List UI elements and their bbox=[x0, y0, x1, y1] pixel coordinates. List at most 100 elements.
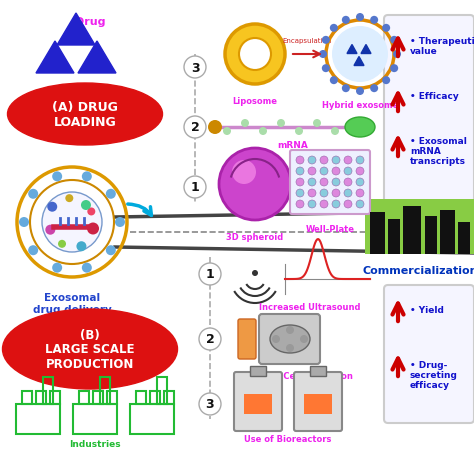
Circle shape bbox=[356, 167, 364, 176]
Polygon shape bbox=[36, 42, 74, 74]
Circle shape bbox=[330, 77, 338, 85]
Circle shape bbox=[356, 201, 364, 208]
Bar bbox=[164, 391, 174, 404]
Text: mRNA: mRNA bbox=[277, 141, 308, 150]
Circle shape bbox=[344, 190, 352, 197]
Circle shape bbox=[19, 217, 29, 228]
Circle shape bbox=[390, 37, 398, 45]
Bar bbox=[136, 391, 146, 404]
Ellipse shape bbox=[270, 325, 310, 353]
Text: Commercialization: Commercialization bbox=[362, 265, 474, 275]
Circle shape bbox=[322, 65, 330, 73]
Bar bbox=[370, 212, 385, 254]
Circle shape bbox=[232, 161, 256, 185]
Circle shape bbox=[28, 189, 38, 199]
Circle shape bbox=[342, 17, 350, 25]
Circle shape bbox=[81, 201, 91, 211]
Circle shape bbox=[199, 328, 221, 350]
Bar bbox=[365, 200, 474, 254]
Circle shape bbox=[106, 189, 116, 199]
Circle shape bbox=[382, 25, 390, 33]
Polygon shape bbox=[354, 57, 364, 66]
Circle shape bbox=[199, 393, 221, 415]
Ellipse shape bbox=[345, 118, 375, 138]
Circle shape bbox=[332, 157, 340, 165]
Circle shape bbox=[184, 57, 206, 79]
Circle shape bbox=[296, 167, 304, 176]
Polygon shape bbox=[78, 42, 116, 74]
Circle shape bbox=[65, 195, 73, 203]
Bar bbox=[403, 207, 421, 254]
Circle shape bbox=[52, 263, 62, 273]
Circle shape bbox=[199, 263, 221, 285]
Circle shape bbox=[277, 120, 285, 128]
Bar bbox=[458, 222, 470, 254]
Text: • Exosomal
mRNA
transcripts: • Exosomal mRNA transcripts bbox=[410, 136, 467, 166]
Text: Ultra-Centrifugation: Ultra-Centrifugation bbox=[256, 371, 354, 380]
Text: Industries: Industries bbox=[69, 439, 121, 448]
Bar bbox=[50, 391, 60, 404]
Bar bbox=[43, 377, 53, 404]
Circle shape bbox=[313, 120, 321, 128]
Circle shape bbox=[332, 190, 340, 197]
Circle shape bbox=[342, 85, 350, 93]
Bar bbox=[388, 219, 400, 254]
Polygon shape bbox=[361, 46, 371, 55]
Circle shape bbox=[30, 181, 114, 264]
Circle shape bbox=[390, 65, 398, 73]
Bar bbox=[16, 404, 60, 434]
Circle shape bbox=[225, 25, 285, 85]
FancyBboxPatch shape bbox=[259, 314, 320, 364]
Circle shape bbox=[308, 190, 316, 197]
Circle shape bbox=[308, 201, 316, 208]
Circle shape bbox=[393, 51, 401, 59]
Circle shape bbox=[219, 149, 291, 221]
Bar bbox=[304, 394, 332, 414]
Circle shape bbox=[241, 120, 249, 128]
Text: Well-Plate: Well-Plate bbox=[306, 224, 355, 233]
Text: • Drug-
secreting
efficacy: • Drug- secreting efficacy bbox=[410, 360, 458, 389]
Ellipse shape bbox=[8, 84, 163, 146]
Bar bbox=[130, 404, 174, 434]
Circle shape bbox=[320, 167, 328, 176]
Circle shape bbox=[356, 14, 364, 22]
Bar bbox=[310, 366, 326, 376]
Circle shape bbox=[296, 190, 304, 197]
Circle shape bbox=[320, 190, 328, 197]
Circle shape bbox=[252, 270, 258, 276]
Circle shape bbox=[370, 85, 378, 93]
Bar bbox=[244, 394, 272, 414]
Circle shape bbox=[87, 208, 95, 216]
Text: 2: 2 bbox=[191, 121, 200, 134]
Circle shape bbox=[115, 217, 125, 228]
Circle shape bbox=[319, 51, 327, 59]
Ellipse shape bbox=[2, 309, 177, 389]
Circle shape bbox=[106, 246, 116, 256]
Bar bbox=[440, 211, 455, 254]
Circle shape bbox=[286, 344, 294, 352]
Circle shape bbox=[208, 121, 222, 135]
Circle shape bbox=[356, 88, 364, 96]
Circle shape bbox=[58, 240, 66, 248]
Circle shape bbox=[320, 179, 328, 187]
Circle shape bbox=[344, 157, 352, 165]
Circle shape bbox=[356, 179, 364, 187]
Circle shape bbox=[184, 177, 206, 198]
Circle shape bbox=[76, 242, 86, 252]
Bar bbox=[79, 391, 89, 404]
Circle shape bbox=[223, 128, 231, 136]
Text: 3: 3 bbox=[191, 61, 199, 74]
Text: Hybrid exosome: Hybrid exosome bbox=[322, 101, 398, 110]
Circle shape bbox=[52, 172, 62, 182]
Circle shape bbox=[308, 167, 316, 176]
Circle shape bbox=[356, 190, 364, 197]
Circle shape bbox=[300, 335, 308, 343]
Bar bbox=[22, 391, 32, 404]
Bar bbox=[250, 366, 266, 376]
Text: 1: 1 bbox=[191, 181, 200, 194]
Circle shape bbox=[272, 335, 280, 343]
Text: 3D spheroid: 3D spheroid bbox=[227, 233, 283, 242]
Circle shape bbox=[259, 128, 267, 136]
Circle shape bbox=[296, 179, 304, 187]
Text: Liposome: Liposome bbox=[233, 97, 277, 106]
